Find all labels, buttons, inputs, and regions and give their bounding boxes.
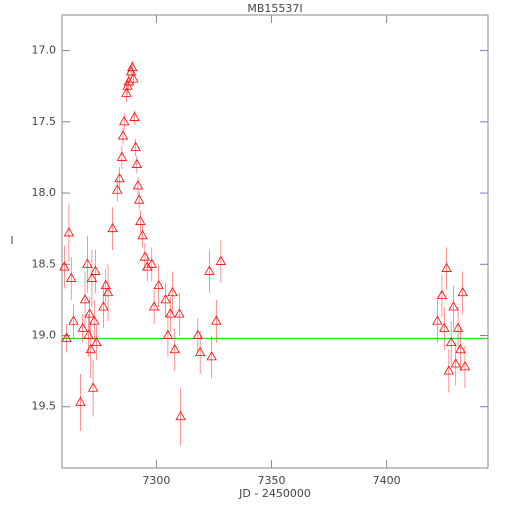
data-point	[436, 289, 448, 300]
data-point	[61, 332, 72, 342]
x-tick-label: 7400	[373, 474, 401, 487]
data-point	[153, 279, 164, 290]
data-point	[86, 272, 98, 282]
data-point	[63, 227, 75, 237]
data-point	[59, 261, 70, 271]
data-point	[133, 194, 145, 204]
data-point	[445, 336, 457, 347]
data-point	[129, 111, 140, 121]
plot-frame	[61, 14, 489, 469]
data-point	[75, 396, 86, 406]
data-point	[459, 361, 471, 371]
data-point	[457, 286, 468, 297]
y-tick-label: 18.0	[32, 186, 57, 199]
x-tick-label: 7300	[142, 474, 170, 487]
data-point	[452, 322, 464, 332]
data-point	[450, 358, 461, 368]
x-axis-label: JD - 2450000	[238, 487, 311, 500]
x-tick-label: 7350	[258, 474, 286, 487]
y-tick-label: 19.5	[32, 400, 57, 413]
data-point	[160, 294, 171, 304]
data-point	[455, 343, 466, 354]
data-point	[137, 229, 148, 240]
data-point	[135, 215, 146, 225]
data-point	[215, 255, 227, 265]
data-point	[82, 258, 93, 268]
y-tick-label: 17.5	[32, 115, 57, 128]
data-point	[142, 261, 153, 271]
data-point	[107, 222, 118, 233]
data-point	[167, 286, 178, 297]
y-tick-label: 17.0	[32, 44, 57, 57]
data-point	[84, 308, 95, 318]
data-point	[432, 315, 443, 325]
data-point	[85, 343, 96, 354]
data-point	[169, 343, 181, 354]
y-tick-label: 18.5	[32, 257, 57, 270]
data-point	[114, 173, 125, 183]
data-point	[211, 315, 222, 325]
data-point	[146, 258, 157, 268]
data-point	[79, 294, 91, 304]
data-point	[118, 116, 130, 126]
data-point	[117, 130, 129, 140]
data-point	[127, 61, 138, 72]
data-point	[194, 346, 206, 357]
data-point	[439, 322, 450, 332]
data-point	[102, 286, 114, 297]
data-point	[123, 76, 134, 86]
data-point	[206, 351, 217, 361]
chart-title: MB15537I	[247, 2, 302, 15]
data-point	[148, 301, 160, 311]
data-point	[128, 73, 139, 83]
data-point	[116, 151, 128, 161]
data-point	[443, 365, 455, 375]
data-point	[90, 265, 101, 275]
data-point	[121, 87, 132, 97]
data-point	[448, 301, 459, 311]
data-point	[441, 262, 452, 272]
data-point	[89, 315, 100, 325]
data-point	[91, 336, 102, 347]
data-point	[66, 272, 77, 282]
data-point	[162, 329, 174, 339]
data-point	[174, 308, 185, 318]
data-point	[98, 301, 109, 311]
data-point	[130, 141, 141, 151]
data-point	[131, 158, 143, 168]
y-axis-label: I	[10, 234, 13, 247]
data-point	[87, 382, 99, 392]
data-point	[68, 315, 79, 325]
data-point	[132, 180, 144, 190]
data-point	[175, 410, 186, 421]
data-point	[204, 265, 215, 275]
y-tick-label: 19.0	[32, 329, 57, 342]
